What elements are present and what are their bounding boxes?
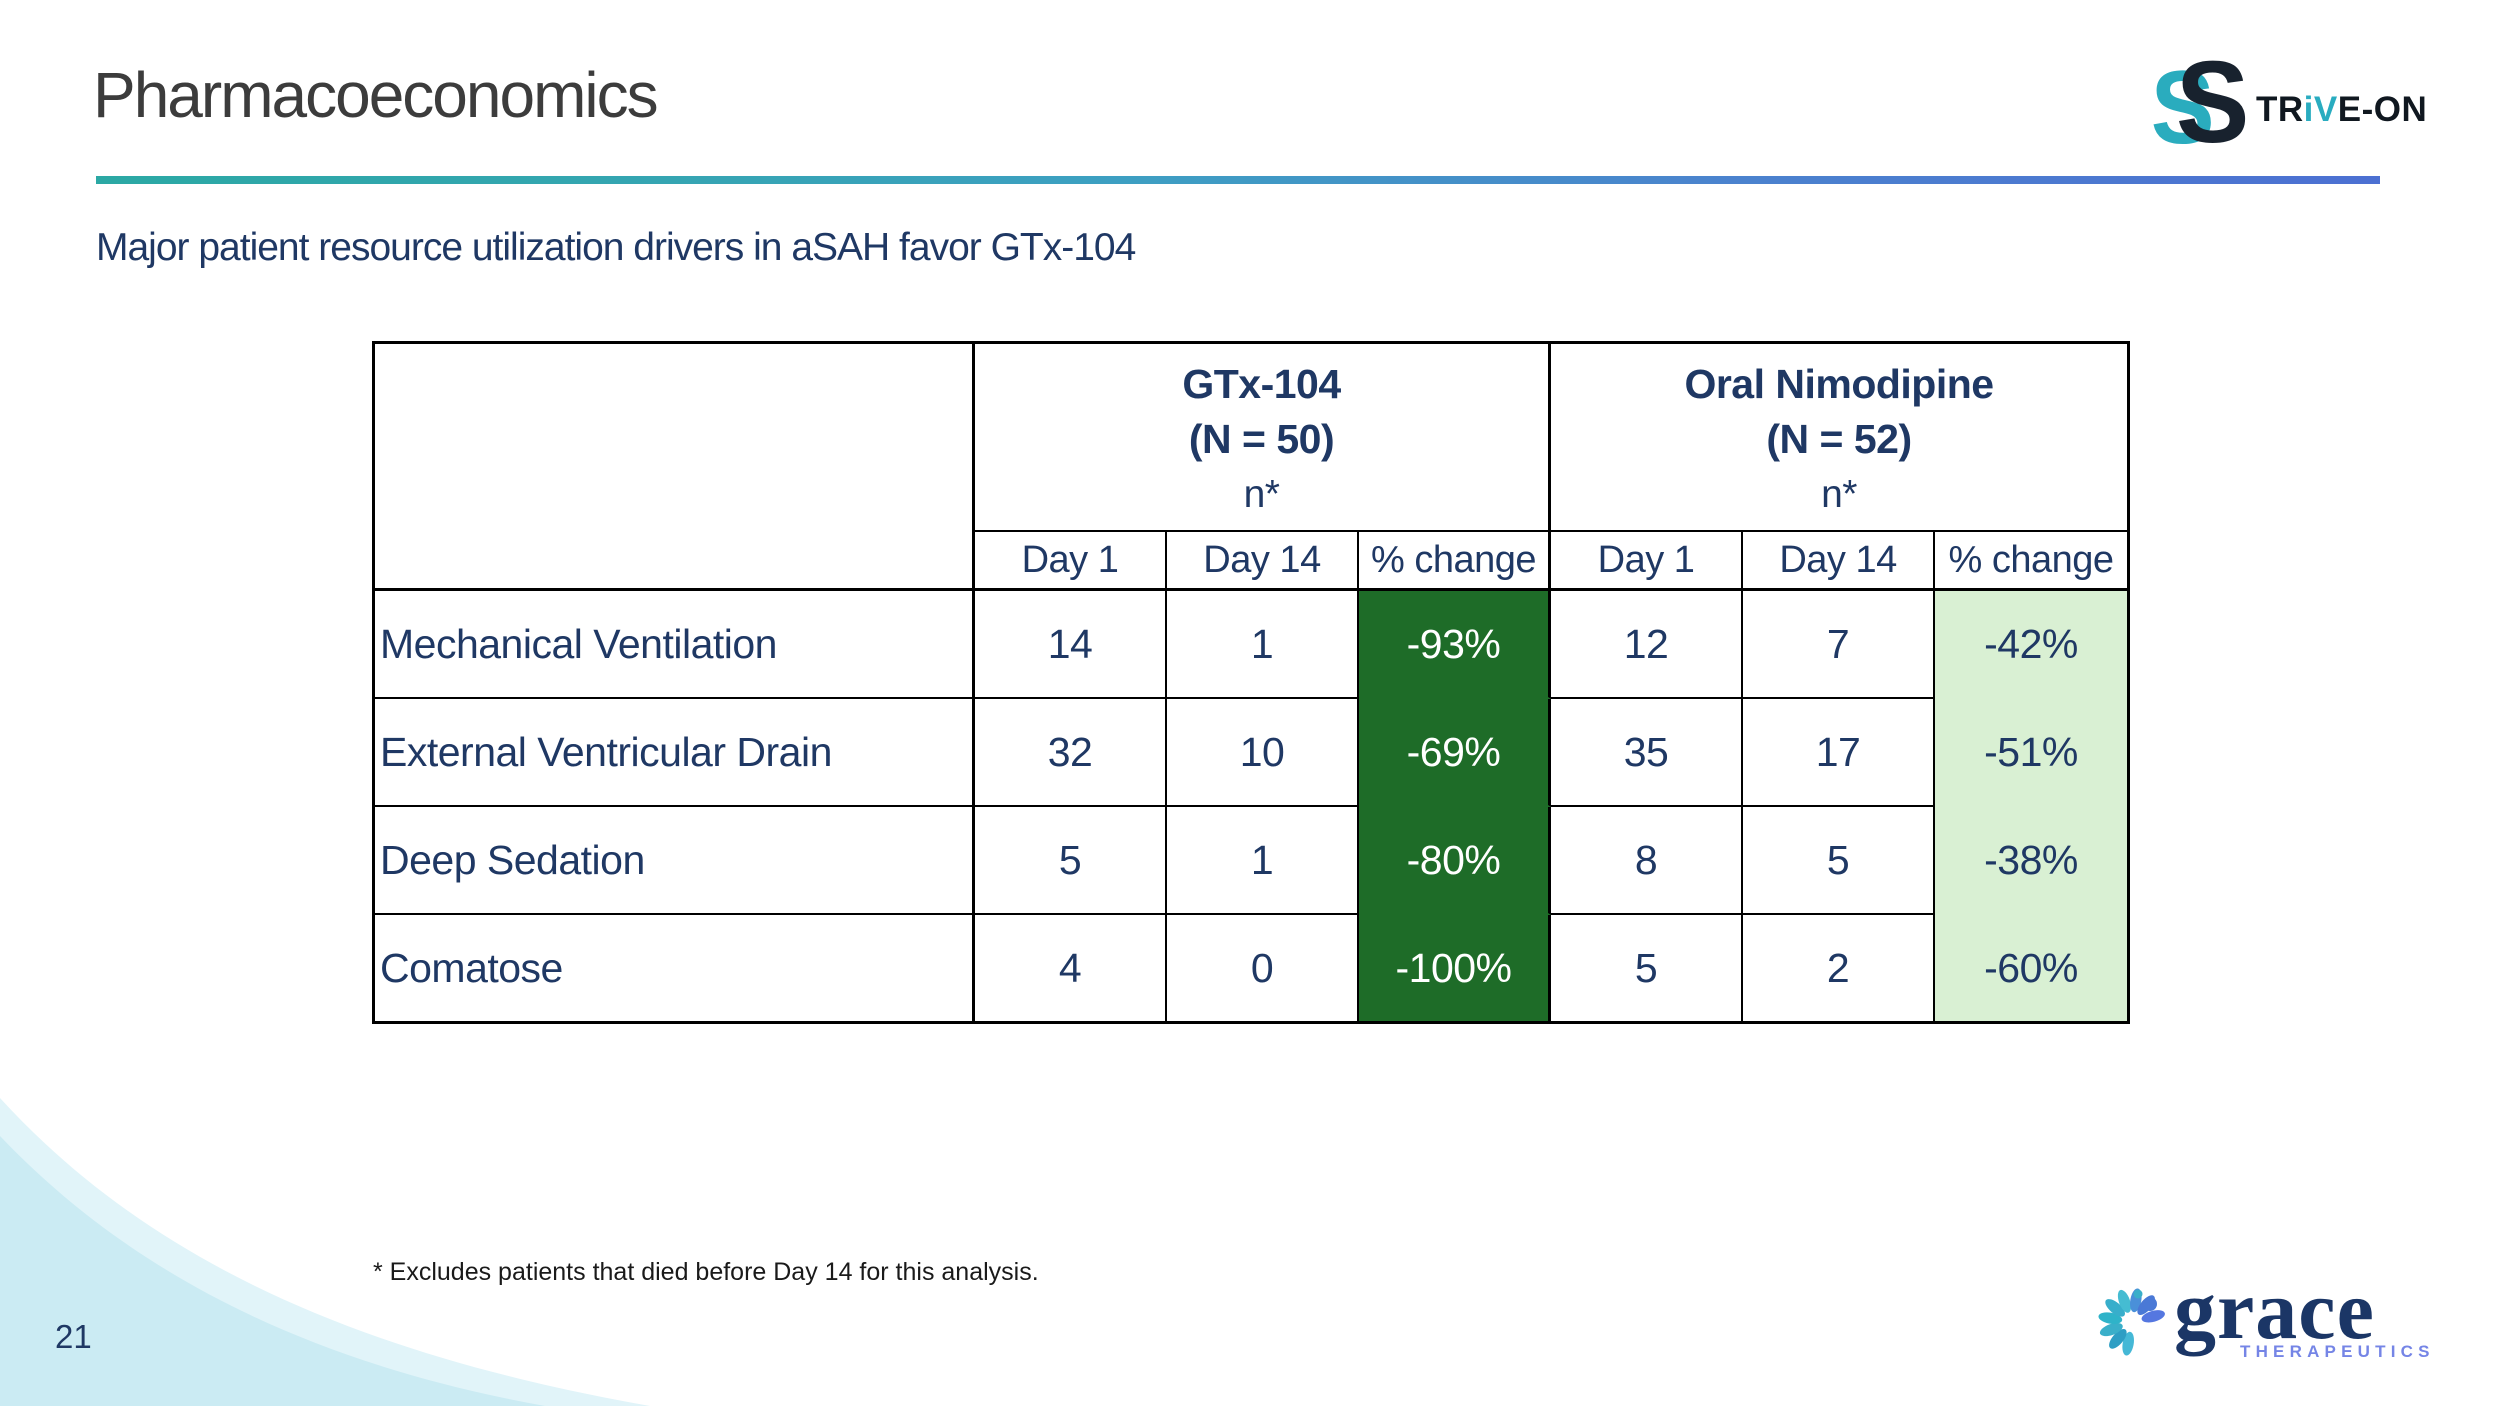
table-group-header-row: GTx-104 (N = 50) n* Oral Nimodipine (N =… <box>375 344 2128 591</box>
pct-change-cell-gtx: -100% <box>1359 915 1552 1021</box>
value-cell: 17 <box>1743 699 1936 807</box>
group-header-oral-nimodipine: Oral Nimodipine (N = 52) n* <box>1551 344 2128 532</box>
value-cell: 12 <box>1551 591 1744 699</box>
page-number: 21 <box>55 1318 92 1355</box>
title-underline-rule <box>96 176 2380 184</box>
grace-wordmark: grace <box>2174 1264 2375 1357</box>
grace-subtext: THERAPEUTICS <box>2240 1342 2435 1361</box>
row-label: Deep Sedation <box>375 807 975 915</box>
group-title: GTx-104 <box>1182 360 1341 407</box>
pct-change-cell-oral: -51% <box>1935 699 2128 807</box>
column-header: % change <box>1359 532 1552 591</box>
resource-utilization-table: GTx-104 (N = 50) n* Oral Nimodipine (N =… <box>372 341 2131 1024</box>
value-cell: 10 <box>1167 699 1359 807</box>
value-cell: 2 <box>1743 915 1936 1021</box>
value-cell: 35 <box>1551 699 1744 807</box>
group-title: Oral Nimodipine <box>1684 360 1994 407</box>
column-header: Day 1 <box>975 532 1167 591</box>
table-row: Deep Sedation 5 1 -80% 8 5 -38% <box>375 807 2128 915</box>
table-row: Mechanical Ventilation 14 1 -93% 12 7 -4… <box>375 591 2128 699</box>
group-n-note: n* <box>1243 472 1280 516</box>
group-header-gtx104: GTx-104 (N = 50) n* <box>975 344 1552 532</box>
row-label: Mechanical Ventilation <box>375 591 975 699</box>
column-header: Day 1 <box>1551 532 1744 591</box>
pct-change-cell-oral: -42% <box>1935 591 2128 699</box>
page-title: Pharmacoeconomics <box>93 59 659 131</box>
table-footnote: * Excludes patients that died before Day… <box>373 1258 1039 1286</box>
grace-therapeutics-logo: grace THERAPEUTICS <box>2098 1264 2478 1376</box>
value-cell: 7 <box>1743 591 1936 699</box>
value-cell: 0 <box>1167 915 1359 1021</box>
strive-s-monogram-teal-icon: S <box>2150 50 2215 166</box>
row-label: External Ventricular Drain <box>375 699 975 807</box>
row-label: Comatose <box>375 915 975 1021</box>
table-corner-cell <box>375 344 975 591</box>
value-cell: 14 <box>975 591 1167 699</box>
value-cell: 1 <box>1167 591 1359 699</box>
column-header: % change <box>1935 532 2128 591</box>
strive-word-segment: TR <box>2256 90 2304 129</box>
value-cell: 1 <box>1167 807 1359 915</box>
slide-subtitle: Major patient resource utilization drive… <box>96 226 1136 269</box>
group-n-note: n* <box>1821 472 1857 516</box>
table-row: Comatose 4 0 -100% 5 2 -60% <box>375 915 2128 1021</box>
petal-flower-icon <box>2098 1288 2165 1356</box>
value-cell: 5 <box>975 807 1167 915</box>
value-cell: 5 <box>1743 807 1936 915</box>
table-subheader-row: Day 1 Day 14 % change Day 1 Day 14 % cha… <box>375 532 2128 591</box>
strive-wordmark: TRiVE-ON <box>2256 90 2427 130</box>
pct-change-cell-gtx: -69% <box>1359 699 1552 807</box>
strive-word-segment: iV <box>2303 90 2338 129</box>
pct-change-cell-gtx: -80% <box>1359 807 1552 915</box>
value-cell: 32 <box>975 699 1167 807</box>
pct-change-cell-gtx: -93% <box>1359 591 1552 699</box>
pct-change-cell-oral: -38% <box>1935 807 2128 915</box>
table-row: External Ventricular Drain 32 10 -69% 35… <box>375 699 2128 807</box>
column-header: Day 14 <box>1743 532 1936 591</box>
value-cell: 8 <box>1551 807 1744 915</box>
strive-on-logo: S S TRiVE-ON <box>2148 44 2438 160</box>
value-cell: 4 <box>975 915 1167 1021</box>
strive-word-segment: E-ON <box>2337 90 2428 129</box>
group-n-count: (N = 52) <box>1766 415 1912 462</box>
column-header: Day 14 <box>1167 532 1359 591</box>
value-cell: 5 <box>1551 915 1744 1021</box>
group-n-count: (N = 50) <box>1188 415 1335 462</box>
strive-s-monogram-dark-icon: S <box>2175 37 2250 167</box>
pct-change-cell-oral: -60% <box>1935 915 2128 1021</box>
